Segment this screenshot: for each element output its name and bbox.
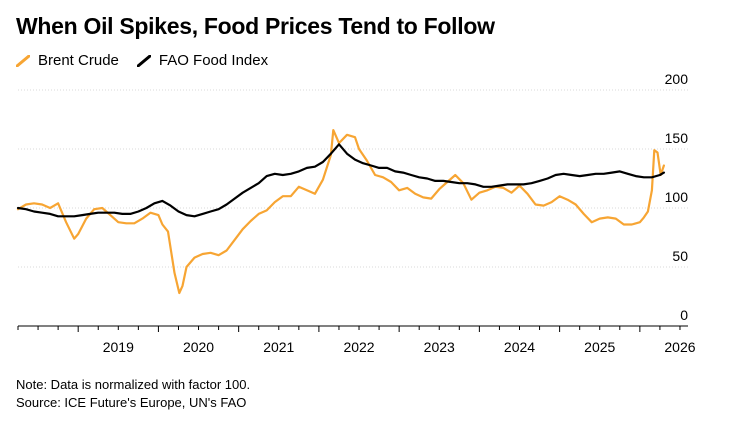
x-axis bbox=[17, 325, 688, 332]
series-line-fao-food-index bbox=[16, 143, 665, 218]
y-tick-label-150: 150 bbox=[665, 130, 689, 146]
y-tick-label-100: 100 bbox=[665, 189, 689, 205]
x-tick-label-2026: 2026 bbox=[664, 339, 695, 355]
legend-label-brent: Brent Crude bbox=[38, 52, 119, 69]
x-tick-label-2020: 2020 bbox=[183, 339, 214, 355]
x-tick-label-2025: 2025 bbox=[584, 339, 615, 355]
grid-lines bbox=[18, 89, 688, 268]
y-tick-labels: 0 50 100 150 200 bbox=[665, 71, 689, 323]
y-tick-label-0: 0 bbox=[680, 307, 688, 323]
legend-label-fao: FAO Food Index bbox=[158, 52, 269, 69]
footer: Note: Data is normalized with factor 100… bbox=[16, 376, 250, 412]
x-tick-labels: 2019 2020 2021 2022 2023 2024 2025 2026 bbox=[103, 339, 696, 355]
series-lines bbox=[16, 129, 665, 295]
legend-item-brent: Brent Crude bbox=[16, 52, 119, 69]
x-tick-label-2021: 2021 bbox=[263, 339, 294, 355]
y-tick-label-50: 50 bbox=[672, 248, 688, 264]
x-tick-label-2022: 2022 bbox=[343, 339, 374, 355]
footer-source: Source: ICE Future's Europe, UN's FAO bbox=[16, 395, 247, 410]
legend: Brent Crude FAO Food Index bbox=[16, 52, 286, 69]
footer-note: Note: Data is normalized with factor 100… bbox=[16, 377, 251, 392]
chart-title: When Oil Spikes, Food Prices Tend to Fol… bbox=[16, 13, 495, 39]
legend-item-fao: FAO Food Index bbox=[136, 52, 269, 69]
x-tick-label-2019: 2019 bbox=[103, 339, 134, 355]
fao-swatch-icon bbox=[136, 54, 151, 67]
x-tick-label-2024: 2024 bbox=[504, 339, 535, 355]
brent-swatch-icon bbox=[16, 54, 30, 67]
x-tick-label-2023: 2023 bbox=[424, 339, 455, 355]
y-tick-label-200: 200 bbox=[665, 71, 689, 87]
series-line-brent-crude bbox=[16, 129, 665, 295]
